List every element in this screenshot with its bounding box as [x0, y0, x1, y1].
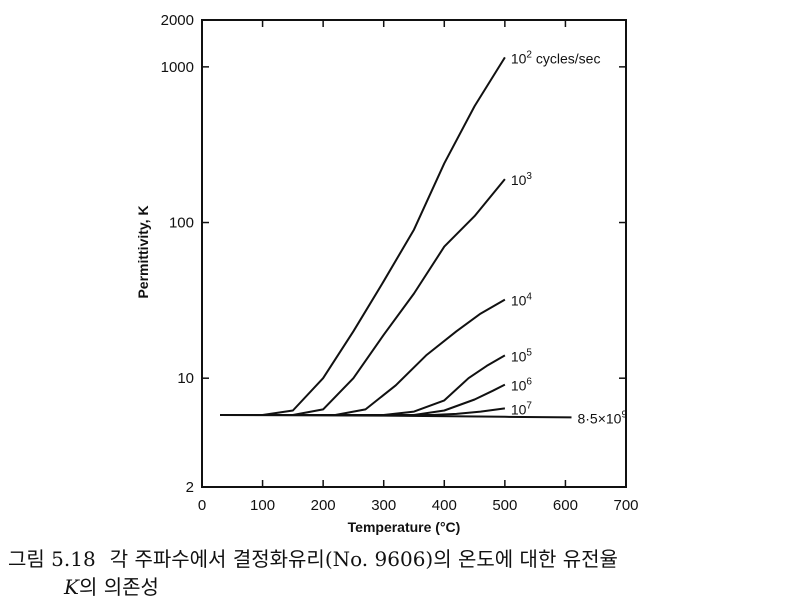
x-tick-label: 0 [198, 497, 206, 514]
caption-k-symbol: K [64, 575, 79, 599]
figure-number: 그림 5.18 [8, 547, 96, 571]
plot-frame [201, 19, 627, 488]
axis-ticks: 0 100 200 300 400 500 600 700 2 10 100 1000 2000 [161, 12, 639, 514]
caption-text-line1: 각 주파수에서 결정화유리(No. 9606)의 온도에 대한 유전율 [109, 547, 618, 571]
series-line [220, 414, 572, 419]
series-label: 107 [511, 400, 533, 417]
y-axis-label: Permittivity, K [135, 205, 151, 298]
series-label: 106 [511, 377, 533, 394]
x-tick-label: 400 [432, 497, 457, 514]
series-label: 104 [511, 292, 533, 309]
figure-caption: 그림 5.18 각 주파수에서 결정화유리(No. 9606)의 온도에 대한 유… [8, 545, 798, 601]
y-tick-label: 100 [169, 215, 194, 232]
x-tick-label: 100 [250, 497, 275, 514]
caption-text-line2: 의 의존성 [78, 575, 159, 599]
x-tick-label: 500 [492, 497, 517, 514]
y-tick-label: 2 [186, 479, 194, 496]
x-tick-label: 300 [371, 497, 396, 514]
x-axis-label: Temperature (°C) [348, 519, 461, 535]
y-tick-label: 10 [177, 370, 194, 387]
chart-area: 0 100 200 300 400 500 600 700 2 10 100 1000 2000 102… [135, 12, 639, 535]
series-label: 8·5×109 [577, 409, 627, 426]
series-label: 105 [511, 347, 533, 364]
y-tick-label: 1000 [161, 59, 194, 76]
series-line [220, 178, 506, 416]
x-tick-label: 600 [553, 497, 578, 514]
series-line [220, 56, 506, 416]
x-tick-label: 200 [311, 497, 336, 514]
x-tick-label: 700 [613, 497, 638, 514]
y-tick-label: 2000 [161, 12, 194, 29]
series-group: 102 cycles/sec 103 104 105 106 107 8·5×109 [220, 49, 627, 426]
series-label: 102 cycles/sec [511, 49, 601, 66]
series-label: 103 [511, 171, 533, 188]
